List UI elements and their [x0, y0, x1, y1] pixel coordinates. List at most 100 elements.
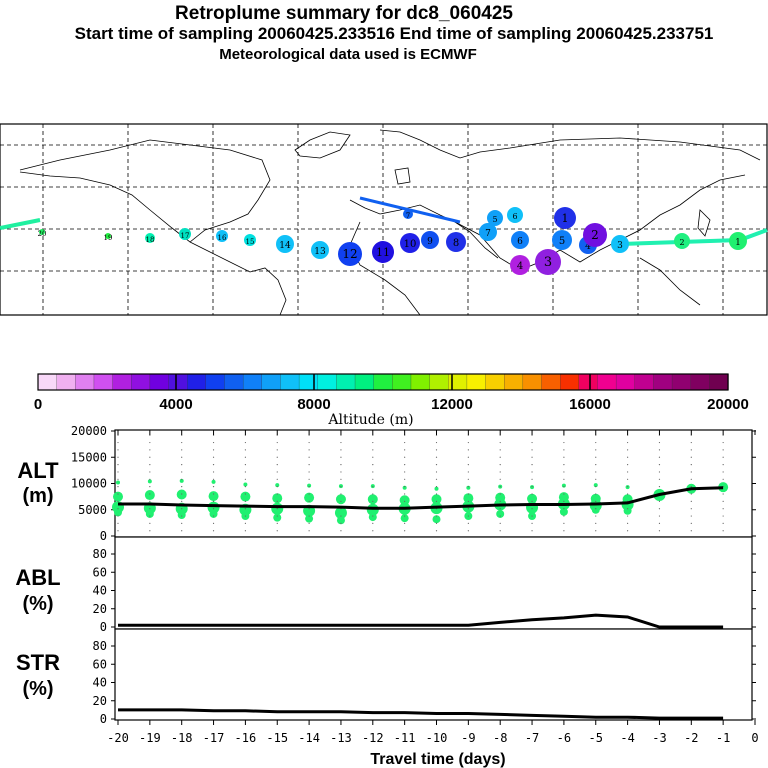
- map-graticule: [0, 124, 767, 315]
- x-tick-label: -17: [203, 731, 225, 745]
- alt-grid-dot: [212, 522, 215, 525]
- alt-grid-dot: [722, 530, 724, 532]
- y-tick-label: 5000: [78, 503, 107, 517]
- plume-point: [479, 223, 497, 241]
- alt-grid-dot: [117, 449, 119, 451]
- plume-point: [311, 241, 329, 259]
- alt-grid-dot: [658, 522, 661, 525]
- alt-grid-dot: [627, 515, 629, 517]
- colorbar-cell: [317, 373, 338, 391]
- alt-grid-dot: [212, 486, 215, 488]
- alt-grid-dot: [372, 500, 374, 502]
- plume-point-label: 1: [735, 238, 741, 248]
- alt-panel: ALT (m) 20000 15000 10000 5000 0: [17, 424, 756, 543]
- alt-grid-dot: [563, 508, 565, 510]
- alt-grid-dot: [690, 471, 692, 473]
- alt-grid-dot: [117, 456, 119, 458]
- alt-grid-dot: [690, 456, 692, 458]
- plume-point: [583, 223, 607, 247]
- alt-grid-dot: [467, 449, 469, 451]
- plume-point: [552, 230, 572, 250]
- alt-grid-dot: [181, 486, 183, 488]
- alt-grid-dot: [308, 464, 310, 466]
- str-unit: (%): [22, 678, 53, 700]
- plume-point: [179, 228, 191, 240]
- alt-grid-dot: [340, 486, 342, 488]
- alt-grid-dot: [212, 478, 215, 480]
- alt-scatter-point: [434, 486, 439, 491]
- alt-grid-dot: [212, 456, 215, 458]
- alt-scatter-point: [307, 483, 312, 488]
- alt-grid-dot: [499, 515, 501, 517]
- alt-grid-dot: [627, 464, 629, 466]
- alt-grid-dot: [658, 471, 661, 473]
- alt-grid-dot: [117, 441, 119, 444]
- alt-grid-dot: [435, 530, 438, 532]
- alt-grid-dot: [658, 441, 661, 444]
- colorbar-cell: [112, 373, 132, 391]
- alt-grid-dot: [276, 471, 278, 473]
- plume-point-label: 9: [427, 237, 433, 247]
- alt-grid-dot: [722, 515, 724, 517]
- alt-grid-dot: [181, 515, 183, 517]
- x-tick-label: -9: [461, 731, 475, 745]
- alt-grid-dot: [181, 500, 183, 502]
- abl-label: ABL: [15, 565, 60, 590]
- colorbar-cell: [541, 373, 561, 391]
- alt-grid-dot: [499, 493, 501, 495]
- alt-grid-dot: [308, 441, 310, 444]
- y-tick-label: 60: [93, 565, 107, 579]
- alt-grid-dot: [340, 515, 342, 517]
- alt-grid-dot: [658, 508, 661, 510]
- alt-grid-dot: [658, 464, 661, 466]
- alt-grid-dot: [722, 478, 724, 480]
- alt-grid-dot: [404, 486, 406, 488]
- plume-point: [554, 207, 576, 229]
- colorbar-cell: [560, 373, 580, 391]
- alt-grid-dot: [340, 471, 342, 473]
- alt-grid-dot: [404, 456, 406, 458]
- alt-grid-dot: [244, 441, 246, 444]
- alt-grid-dot: [722, 500, 724, 502]
- alt-grid-dot: [499, 464, 501, 466]
- plume-point-label: 17: [181, 232, 190, 240]
- x-tick-label: -19: [139, 731, 161, 745]
- colorbar-cell: [690, 373, 711, 391]
- alt-scatter-point: [593, 483, 598, 488]
- alt-grid-dot: [658, 486, 661, 488]
- alt-grid-dot: [563, 478, 565, 480]
- alt-scatter-point: [144, 490, 155, 501]
- plume-point-label: 7: [406, 212, 410, 220]
- y-tick-label: 0: [100, 529, 107, 543]
- alt-scatter-point: [116, 480, 120, 485]
- alt-grid-dot: [212, 471, 215, 473]
- alt-grid-dot: [276, 449, 278, 451]
- x-tick-label: -8: [493, 731, 507, 745]
- map-frame: [0, 123, 768, 316]
- alt-grid-dot: [308, 471, 310, 473]
- colorbar-cell: [448, 373, 468, 391]
- x-tick-label: -18: [171, 731, 193, 745]
- abl-frame: [114, 536, 753, 630]
- alt-scatter-point: [275, 483, 280, 488]
- alt-grid-dot: [149, 464, 151, 466]
- colorbar-tick-label: 4000: [159, 396, 192, 413]
- plume-point: [105, 233, 111, 239]
- alt-grid-dot: [308, 486, 310, 488]
- alt-grid-dot: [467, 486, 469, 488]
- alt-grid-dot: [404, 522, 406, 525]
- alt-grid-dot: [531, 478, 533, 480]
- alt-grid-dot: [435, 456, 438, 458]
- x-tick-label: -7: [525, 731, 539, 745]
- plume-point-label: 2: [679, 238, 684, 247]
- colorbar-cell: [410, 373, 431, 391]
- alt-grid-dot: [244, 486, 246, 488]
- alt-scatter-point: [367, 494, 378, 505]
- y-tick-label: 10000: [71, 477, 107, 491]
- alt-grid-dot: [276, 493, 278, 495]
- alt-grid-dot: [149, 486, 151, 488]
- colorbar-cell: [261, 373, 282, 391]
- alt-grid-dot: [372, 530, 374, 532]
- alt-grid-dot: [658, 456, 661, 458]
- plume-point: [216, 230, 228, 242]
